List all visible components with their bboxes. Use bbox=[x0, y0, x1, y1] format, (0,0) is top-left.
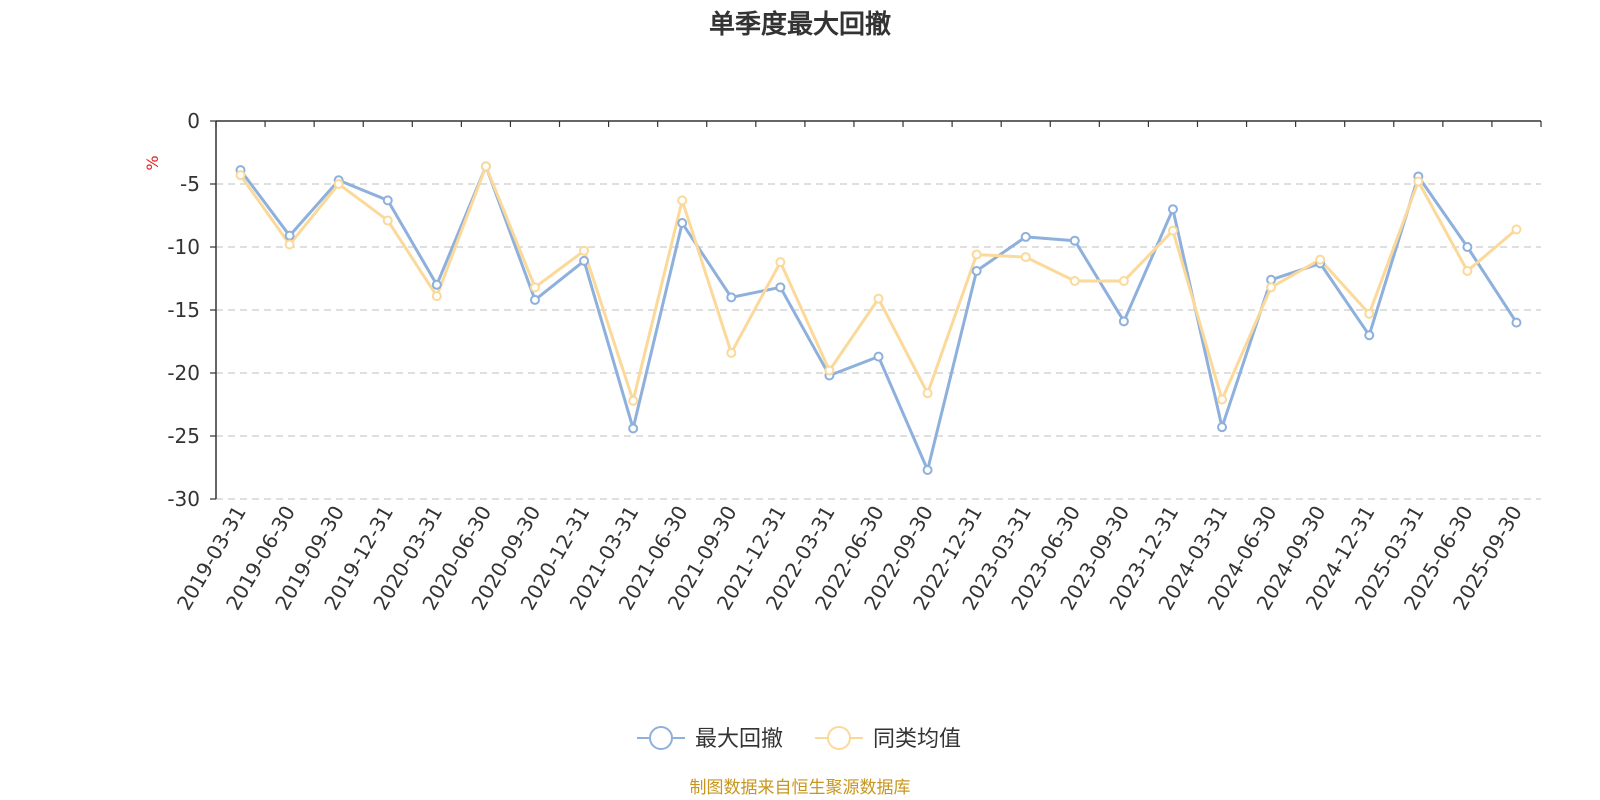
data-point-series-2[interactable] bbox=[873, 293, 884, 304]
data-point-series-2[interactable] bbox=[1069, 276, 1080, 287]
legend-label-2[interactable]: 同类均值 bbox=[873, 727, 961, 752]
data-point-series-2[interactable] bbox=[1118, 276, 1129, 287]
data-point-series-2[interactable] bbox=[333, 179, 344, 189]
data-point-series-2[interactable] bbox=[1462, 265, 1473, 276]
y-tick-label: 0 bbox=[187, 109, 200, 133]
data-point-series-1[interactable] bbox=[1462, 242, 1473, 252]
data-point-series-1[interactable] bbox=[284, 230, 295, 241]
data-point-series-2[interactable] bbox=[1413, 176, 1424, 187]
data-point-series-1[interactable] bbox=[922, 465, 933, 476]
legend-marker-1 bbox=[649, 726, 673, 750]
series-line-2 bbox=[239, 164, 1518, 403]
y-tick-label: -5 bbox=[180, 172, 200, 196]
data-point-series-1[interactable] bbox=[726, 292, 737, 303]
y-tick-label: -20 bbox=[167, 361, 200, 385]
data-point-series-2[interactable] bbox=[579, 245, 590, 256]
data-source-note: 制图数据来自恒生聚源数据库 bbox=[690, 778, 911, 798]
data-point-series-1[interactable] bbox=[971, 265, 982, 276]
data-point-series-1[interactable] bbox=[1511, 317, 1522, 328]
data-point-series-2[interactable] bbox=[235, 170, 246, 181]
data-point-series-2[interactable] bbox=[1167, 225, 1178, 236]
data-point-series-2[interactable] bbox=[775, 257, 786, 268]
data-point-series-1[interactable] bbox=[1118, 316, 1129, 327]
data-point-series-2[interactable] bbox=[284, 239, 295, 250]
data-point-series-1[interactable] bbox=[1217, 422, 1228, 433]
data-point-series-1[interactable] bbox=[1069, 235, 1080, 246]
grid-lines bbox=[216, 183, 1541, 500]
data-point-series-1[interactable] bbox=[579, 255, 590, 266]
data-point-series-2[interactable] bbox=[529, 282, 540, 293]
data-point-series-1[interactable] bbox=[677, 218, 688, 229]
data-point-series-1[interactable] bbox=[628, 423, 639, 434]
data-point-series-1[interactable] bbox=[1167, 204, 1178, 215]
data-point-series-1[interactable] bbox=[873, 351, 884, 362]
data-point-series-2[interactable] bbox=[922, 388, 933, 399]
data-point-series-2[interactable] bbox=[480, 161, 491, 172]
data-point-series-2[interactable] bbox=[677, 195, 688, 206]
data-point-series-2[interactable] bbox=[1020, 252, 1031, 263]
data-point-series-2[interactable] bbox=[431, 291, 442, 302]
data-point-series-2[interactable] bbox=[971, 249, 982, 260]
axes: 0-5-10-15-20-25-302019-03-312019-06-3020… bbox=[167, 109, 1542, 614]
y-tick-label: -15 bbox=[167, 298, 200, 322]
y-tick-label: -30 bbox=[167, 487, 200, 511]
data-point-series-2[interactable] bbox=[628, 395, 639, 406]
data-point-series-2[interactable] bbox=[1315, 254, 1326, 265]
data-point-series-2[interactable] bbox=[1364, 308, 1375, 319]
legend-marker-2 bbox=[827, 726, 851, 750]
data-point-series-2[interactable] bbox=[726, 347, 737, 358]
y-axis-unit-label: % bbox=[143, 155, 162, 170]
data-point-series-2[interactable] bbox=[824, 365, 835, 376]
data-point-series-1[interactable] bbox=[1364, 330, 1375, 341]
data-point-series-1[interactable] bbox=[382, 195, 393, 206]
data-point-series-1[interactable] bbox=[775, 282, 786, 293]
data-point-series-2[interactable] bbox=[1511, 224, 1522, 235]
y-tick-label: -25 bbox=[167, 424, 200, 448]
series-layer bbox=[235, 161, 1522, 476]
data-point-series-1[interactable] bbox=[529, 294, 540, 305]
data-point-series-2[interactable] bbox=[1217, 394, 1228, 405]
data-point-series-1[interactable] bbox=[1020, 231, 1031, 242]
data-point-series-1[interactable] bbox=[431, 279, 442, 290]
data-point-series-2[interactable] bbox=[382, 215, 393, 226]
legend[interactable]: 最大回撤 同类均值 bbox=[637, 726, 961, 752]
series-line-1 bbox=[239, 164, 1518, 472]
y-tick-label: -10 bbox=[167, 235, 200, 259]
chart-title: 单季度最大回撤 bbox=[709, 9, 891, 40]
legend-label-1[interactable]: 最大回撤 bbox=[695, 727, 783, 752]
data-point-series-2[interactable] bbox=[1266, 282, 1277, 293]
